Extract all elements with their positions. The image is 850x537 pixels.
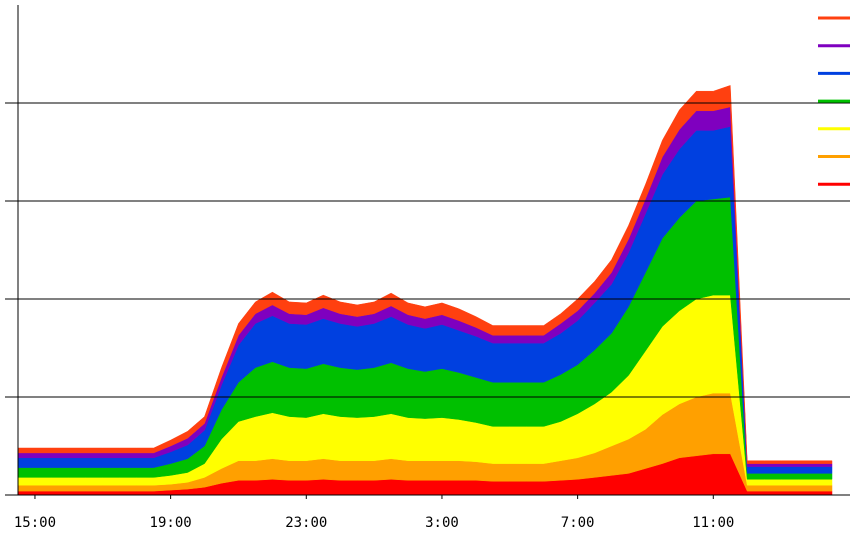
x-tick-label: 7:00 <box>561 515 595 531</box>
area <box>17 85 833 464</box>
x-tick-label: 23:00 <box>285 515 327 531</box>
x-tick-label: 19:00 <box>150 515 192 531</box>
x-tick-label: 3:00 <box>425 515 459 531</box>
x-tick-label: 11:00 <box>692 515 734 531</box>
x-tick-label: 15:00 <box>14 515 56 531</box>
